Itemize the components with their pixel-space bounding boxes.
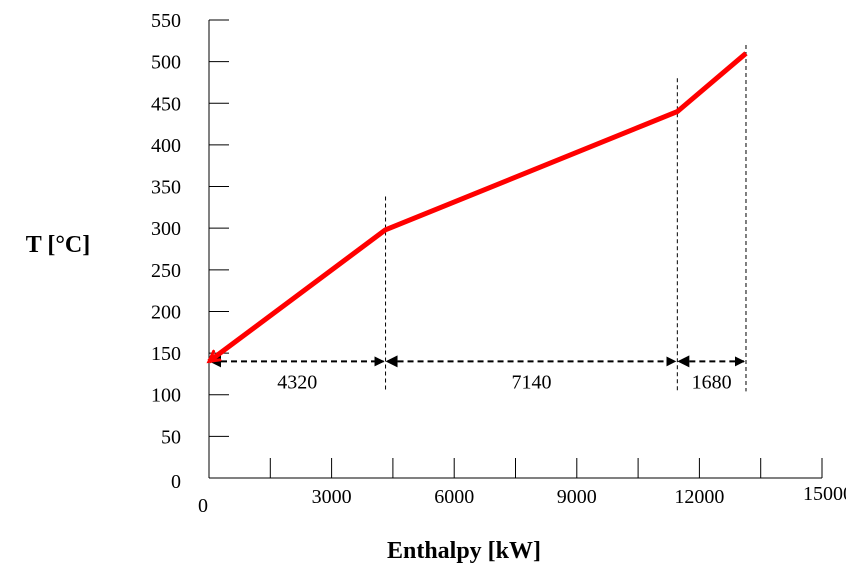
- y-tick-label: 100: [151, 385, 181, 407]
- segment-label: 4320: [277, 371, 317, 393]
- segment-label: 1680: [692, 371, 732, 393]
- segment-arrowhead-left: [677, 355, 690, 368]
- y-tick-label: 150: [151, 343, 181, 365]
- y-tick-label: 500: [151, 52, 181, 74]
- y-tick-label: 0: [171, 471, 181, 493]
- divider-lines: [385, 45, 747, 392]
- axes: 0 50 100 150 200 250 300 350 400 450 500 550 0 3000 60…: [151, 10, 846, 517]
- enthalpy-segments: 4320 7140 1680: [209, 355, 745, 393]
- x-axis-label: Enthalpy [kW]: [387, 538, 541, 564]
- y-tick-label: 350: [151, 177, 181, 199]
- x-tick-label: 9000: [557, 486, 597, 508]
- segment-arrowhead-left: [385, 355, 398, 368]
- y-axis-label: T [°C]: [26, 232, 91, 258]
- y-tick-label: 50: [161, 426, 181, 448]
- y-tick-label: 550: [151, 10, 181, 32]
- y-tick-label: 250: [151, 260, 181, 282]
- x-tick-label: 15000: [803, 483, 846, 505]
- x-tick-label: 3000: [312, 486, 352, 508]
- x-tick-label: 6000: [434, 486, 474, 508]
- series-group: [209, 51, 748, 364]
- y-tick-label: 200: [151, 301, 181, 323]
- series-line: [209, 51, 748, 364]
- y-tick-label: 450: [151, 93, 181, 115]
- segment-label: 7140: [511, 371, 551, 393]
- x-tick-label: 0: [198, 495, 208, 517]
- y-tick-label: 400: [151, 135, 181, 157]
- y-tick-label: 300: [151, 218, 181, 240]
- x-tick-label: 12000: [674, 486, 724, 508]
